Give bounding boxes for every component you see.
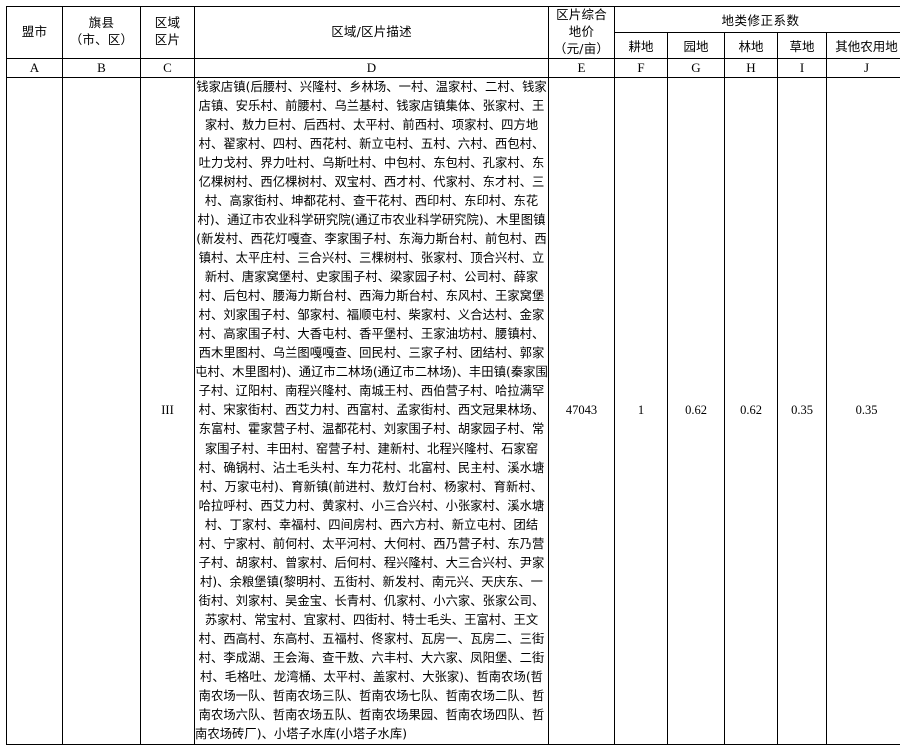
cell-league-city bbox=[7, 77, 63, 745]
header-col-a-line-1: 盟市 bbox=[7, 24, 62, 41]
cell-zone-code: III bbox=[141, 77, 195, 745]
header-col-e: 区片综合 地价 （元/亩） bbox=[549, 7, 615, 59]
header-col-e-line-1: 区片综合 bbox=[549, 7, 614, 24]
header-col-d: 区域/区片描述 bbox=[195, 7, 549, 59]
column-code-b: B bbox=[63, 58, 141, 77]
header-col-e-line-3: （元/亩） bbox=[549, 41, 614, 58]
column-code-d: D bbox=[195, 58, 549, 77]
cell-coefficient-grassland: 0.35 bbox=[778, 77, 827, 745]
column-code-i: I bbox=[778, 58, 827, 77]
header-col-e-line-2: 地价 bbox=[549, 24, 614, 41]
column-code-c: C bbox=[141, 58, 195, 77]
header-col-a: 盟市 bbox=[7, 7, 63, 59]
column-code-f: F bbox=[615, 58, 668, 77]
cell-comprehensive-price: 47043 bbox=[549, 77, 615, 745]
header-col-j: 其他农用地 bbox=[827, 32, 900, 58]
cell-coefficient-forest: 0.62 bbox=[725, 77, 778, 745]
header-col-c-line-2: 区片 bbox=[141, 32, 194, 49]
header-col-g: 园地 bbox=[668, 32, 725, 58]
cell-banner-county bbox=[63, 77, 141, 745]
header-col-d-line-1: 区域/区片描述 bbox=[195, 24, 548, 41]
column-code-h: H bbox=[725, 58, 778, 77]
column-code-row: A B C D E F G H I J bbox=[7, 58, 900, 77]
column-code-e: E bbox=[549, 58, 615, 77]
header-col-h: 林地 bbox=[725, 32, 778, 58]
column-code-a: A bbox=[7, 58, 63, 77]
header-col-b-line-2: （市、区） bbox=[63, 32, 140, 49]
column-code-j: J bbox=[827, 58, 900, 77]
header-col-i: 草地 bbox=[778, 32, 827, 58]
cell-coefficient-other-agricultural: 0.35 bbox=[827, 77, 900, 745]
table-header-row-primary: 盟市 旗县 （市、区） 区域 区片 区域/区片描述 区片综合 地价 （元/亩） bbox=[7, 7, 900, 33]
header-col-b-line-1: 旗县 bbox=[63, 15, 140, 32]
header-col-c-line-1: 区域 bbox=[141, 15, 194, 32]
header-col-c: 区域 区片 bbox=[141, 7, 195, 59]
cell-coefficient-cultivated: 1 bbox=[615, 77, 668, 745]
header-col-f: 耕地 bbox=[615, 32, 668, 58]
document-sheet: 盟市 旗县 （市、区） 区域 区片 区域/区片描述 区片综合 地价 （元/亩） bbox=[0, 6, 900, 653]
table-row: III 钱家店镇(后腰村、兴隆村、乡林场、一村、温家村、二村、钱家店镇、安乐村、… bbox=[7, 77, 900, 745]
cell-zone-description: 钱家店镇(后腰村、兴隆村、乡林场、一村、温家村、二村、钱家店镇、安乐村、前腰村、… bbox=[195, 77, 549, 745]
header-col-b: 旗县 （市、区） bbox=[63, 7, 141, 59]
column-code-g: G bbox=[668, 58, 725, 77]
cell-coefficient-garden: 0.62 bbox=[668, 77, 725, 745]
land-price-table: 盟市 旗县 （市、区） 区域 区片 区域/区片描述 区片综合 地价 （元/亩） bbox=[6, 6, 900, 745]
header-group-land-coefficients: 地类修正系数 bbox=[615, 7, 900, 33]
